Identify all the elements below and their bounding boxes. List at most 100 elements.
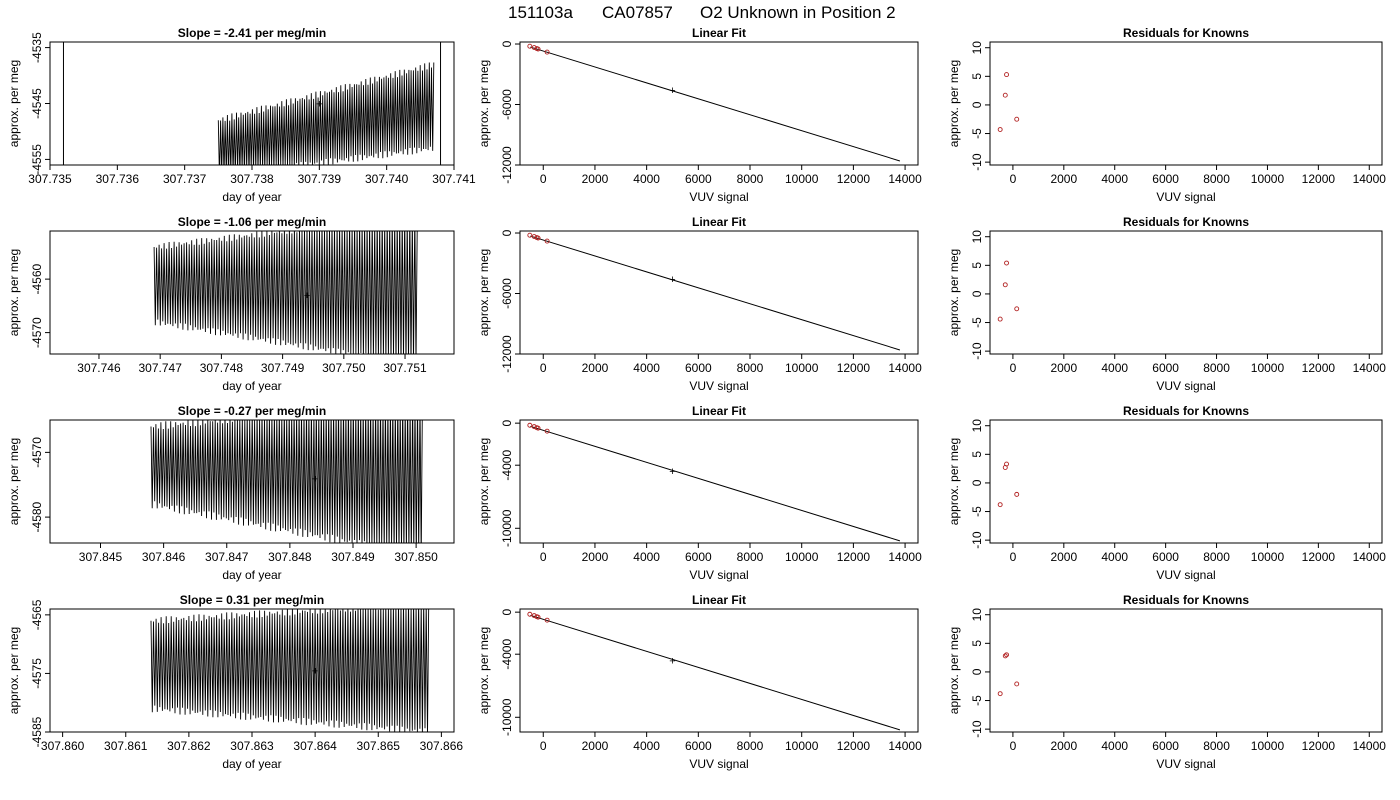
y-tick-label: -4570 (30, 437, 44, 468)
x-tick-label: 10000 (1251, 550, 1285, 564)
panel-title: Linear Fit (692, 215, 746, 229)
x-tick-label: 307.740 (365, 172, 409, 186)
y-tick-label: 0 (500, 229, 514, 236)
x-tick-label: 12000 (837, 739, 871, 753)
x-tick-label: 2000 (1050, 739, 1077, 753)
x-tick-label: 12000 (837, 550, 871, 564)
x-tick-label: 0 (540, 172, 547, 186)
known-point (527, 43, 533, 49)
x-tick-label: 307.748 (200, 361, 244, 375)
panel-title: Linear Fit (692, 593, 746, 607)
x-tick-label: 10000 (785, 172, 819, 186)
y-axis-label: approx. per meg (7, 249, 21, 336)
x-tick-label: 4000 (1101, 361, 1128, 375)
x-tick-label: 12000 (837, 172, 871, 186)
y-tick-label: -10 (970, 342, 984, 360)
x-tick-label: 14000 (888, 550, 922, 564)
x-tick-label: 0 (540, 361, 547, 375)
figure-title-desc: O2 Unknown in Position 2 (700, 3, 896, 22)
known-point (1014, 681, 1020, 687)
x-tick-label: 307.845 (79, 550, 123, 564)
y-tick-label: -5 (970, 317, 984, 328)
x-tick-label: 6000 (685, 172, 712, 186)
y-axis-label: approx. per meg (477, 438, 491, 525)
y-axis-label: approx. per meg (477, 249, 491, 336)
y-tick-label: -4580 (30, 501, 44, 532)
plot-area (997, 260, 1020, 322)
x-tick-label: 307.736 (96, 172, 140, 186)
x-tick-label: 2000 (582, 550, 609, 564)
y-tick-label: -4565 (30, 599, 44, 630)
x-tick-label: 8000 (737, 172, 764, 186)
known-point (1004, 461, 1009, 467)
x-tick-label: 6000 (1152, 361, 1179, 375)
y-tick-label: 0 (970, 290, 984, 297)
panel-title: Residuals for Knowns (1123, 215, 1249, 229)
y-axis-label: approx. per meg (947, 627, 961, 714)
x-tick-label: 6000 (685, 739, 712, 753)
panel-1-1: Linear Fit 0 2000 4000 6000 8000 10000 12000 140… (477, 215, 922, 393)
fit-line (530, 235, 901, 351)
x-tick-label: 2000 (1050, 550, 1077, 564)
plot-frame (49, 230, 455, 355)
panel-2-0: Slope = -0.27 per meg/min 307.845 307.846 3… (7, 404, 455, 582)
x-axis-label: VUV signal (689, 757, 748, 771)
known-point (997, 127, 1003, 132)
x-axis-label: VUV signal (689, 190, 748, 204)
x-tick-label: 307.848 (268, 550, 312, 564)
y-tick-label: -10 (970, 153, 984, 171)
known-point (527, 611, 533, 617)
known-point (1004, 260, 1009, 266)
panel-1-0: Slope = -1.06 per meg/min 307.746 307.747 3… (7, 215, 455, 393)
known-point (1002, 653, 1008, 659)
x-tick-label: 14000 (888, 361, 922, 375)
x-tick-label: 307.866 (420, 739, 464, 753)
known-point (544, 428, 550, 434)
plot-frame (989, 41, 1383, 166)
panel-0-0: Slope = -2.41 per meg/min 307.735 307.736 3… (7, 26, 476, 204)
x-tick-label: 307.862 (167, 739, 211, 753)
x-tick-label: 2000 (1050, 361, 1077, 375)
panel-title: Slope = -2.41 per meg/min (178, 26, 326, 40)
y-tick-label: -10000 (500, 509, 514, 547)
unknown-point: + (669, 466, 675, 478)
y-axis-label: approx. per meg (947, 438, 961, 525)
panel-title: Slope = -1.06 per meg/min (178, 215, 326, 229)
x-tick-label: 14000 (1353, 550, 1387, 564)
x-tick-label: 307.750 (322, 361, 366, 375)
x-axis-label: day of year (222, 568, 281, 582)
plot-area: + (150, 609, 430, 732)
panel-3-0: Slope = 0.31 per meg/min 307.860 307.861 30… (7, 593, 463, 771)
x-tick-label: 14000 (1353, 361, 1387, 375)
y-tick-label: 0 (500, 608, 514, 615)
known-point (997, 691, 1003, 697)
x-tick-label: 4000 (1101, 550, 1128, 564)
plot-frame (519, 608, 919, 733)
known-point (1014, 306, 1020, 312)
x-tick-label: 10000 (1251, 172, 1285, 186)
x-tick-label: 8000 (737, 550, 764, 564)
x-tick-label: 307.864 (293, 739, 337, 753)
x-tick-label: 307.739 (298, 172, 342, 186)
known-point (544, 49, 550, 55)
known-point (535, 46, 541, 52)
x-tick-label: 307.746 (77, 361, 121, 375)
fit-line (530, 425, 901, 542)
x-tick-label: 8000 (1203, 739, 1230, 753)
x-tick-label: 307.863 (230, 739, 274, 753)
y-axis-label: approx. per meg (7, 60, 21, 147)
y-tick-label: -4000 (500, 639, 514, 670)
figure-title-tank: CA07857 (602, 3, 673, 22)
x-tick-label: 2000 (582, 361, 609, 375)
x-tick-label: 4000 (633, 361, 660, 375)
y-tick-label: -12000 (500, 146, 514, 184)
plot-area: + (62, 42, 442, 165)
x-tick-label: 6000 (685, 550, 712, 564)
y-tick-label: -4570 (30, 317, 44, 348)
x-tick-label: 12000 (1302, 361, 1336, 375)
y-tick-label: -10000 (500, 698, 514, 736)
x-tick-label: 0 (1010, 361, 1017, 375)
x-axis-label: day of year (222, 757, 281, 771)
y-tick-label: 0 (500, 40, 514, 47)
